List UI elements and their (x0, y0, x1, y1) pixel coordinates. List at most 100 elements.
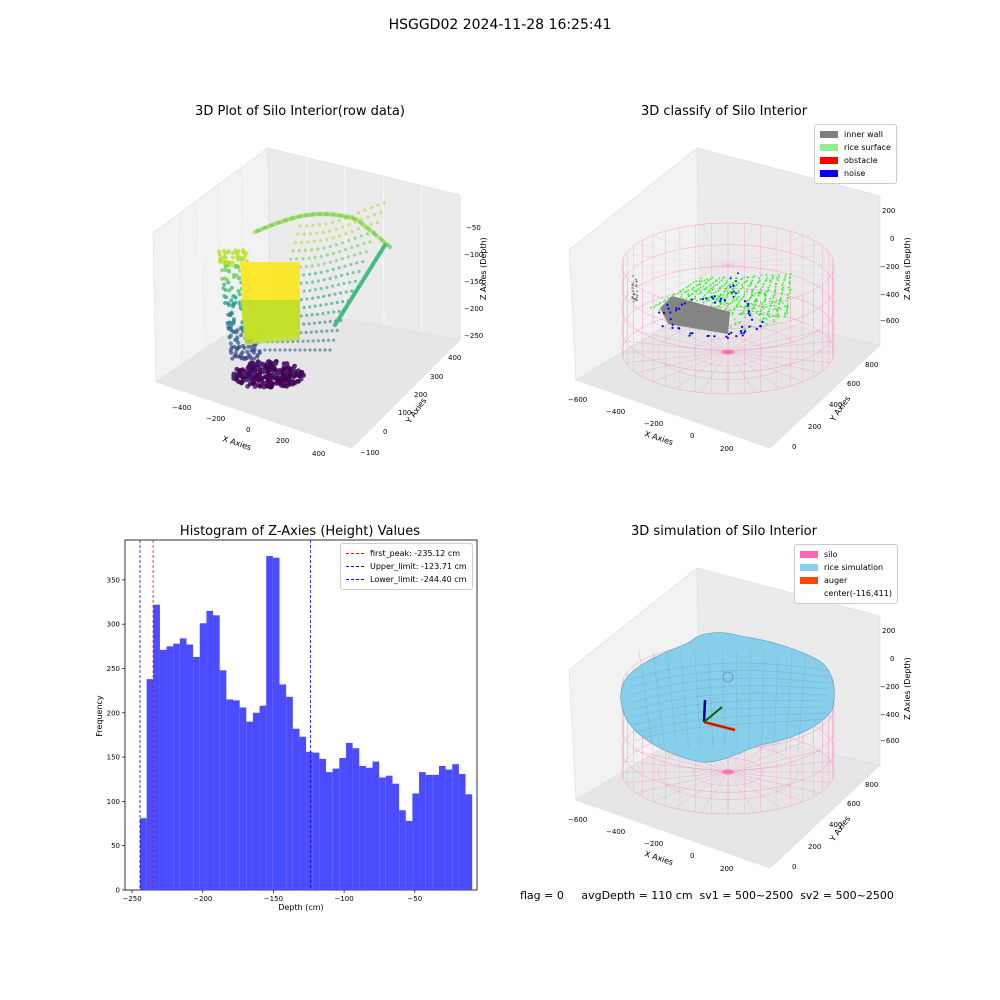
classify-xtick: 200 (720, 445, 733, 453)
noise-point (713, 295, 716, 298)
rice-surface-point (705, 299, 708, 302)
legend-swatch (820, 170, 838, 177)
data-point (313, 255, 317, 260)
rice-surface-point (691, 287, 694, 290)
rice-surface-point (697, 283, 700, 286)
rice-surface-point (715, 279, 718, 282)
data-point (236, 289, 241, 294)
histogram-y-ticks: 0 50 100 150 200 250 300 350 (107, 576, 125, 895)
data-point (372, 213, 377, 217)
silo-floor-wire (727, 771, 756, 813)
rice-surface-point (649, 307, 652, 309)
data-point (269, 383, 275, 388)
noise-point (689, 332, 692, 335)
rice-surface-point (688, 295, 690, 298)
rice-surface-point (754, 292, 757, 295)
noise-point (680, 303, 684, 306)
rice-surface-point (759, 301, 762, 304)
rice-surface-point (729, 290, 732, 293)
legend-swatch (820, 157, 838, 164)
rice-surface-point (707, 279, 710, 282)
rice-surface-point (716, 283, 719, 286)
surface-mesh-line (633, 706, 827, 726)
data-point (305, 281, 309, 285)
silo-floor-wire (636, 771, 729, 794)
surface-mesh-line (708, 651, 714, 749)
silo-floor-wire (727, 351, 782, 389)
data-point (306, 240, 310, 244)
data-point (218, 255, 223, 260)
rice-surface-point (709, 291, 712, 294)
rice-surface-point (726, 292, 729, 295)
data-point (239, 356, 244, 361)
data-point (217, 249, 222, 254)
auger-y-axis (703, 706, 723, 723)
y-tick-label: 300 (107, 621, 120, 629)
noise-point (701, 297, 704, 301)
data-point (223, 251, 228, 256)
data-point (228, 341, 233, 346)
data-point (237, 369, 242, 375)
data-point (239, 332, 244, 337)
rice-surface-point (733, 307, 736, 310)
histogram-bar (452, 764, 459, 890)
rice-surface-point (714, 284, 716, 287)
histogram-bar (412, 793, 420, 890)
rice-surface-point (773, 304, 775, 307)
data-point (309, 330, 313, 334)
rice-surface-point (765, 274, 768, 276)
rice-surface-point (781, 284, 784, 287)
histogram-bar (159, 649, 167, 890)
simulation-xtick: 200 (720, 865, 733, 873)
rice-surface-point (754, 286, 757, 289)
rice-surface-point (667, 296, 669, 299)
data-point (236, 276, 241, 281)
data-point (287, 366, 293, 372)
noise-point (759, 325, 762, 328)
silo-roof-wire (652, 235, 729, 266)
data-point (322, 262, 326, 266)
simulation-y-ticks: 0 200 400 600 800 (792, 781, 878, 871)
classify-plot-title: 3D classify of Silo Interior (640, 104, 808, 119)
histogram-bar (339, 757, 346, 890)
rice-surface-point (787, 303, 789, 305)
data-point (318, 321, 322, 325)
silo-floor-wire (652, 351, 729, 382)
silo-floor-wire (727, 322, 804, 353)
rice-surface-point (742, 295, 745, 298)
data-point (316, 295, 320, 299)
grid-line (306, 157, 309, 313)
rice-surface-point (749, 284, 752, 287)
rice-surface-point (781, 291, 783, 294)
surface-mesh-line (638, 650, 653, 746)
rice-surface-point (773, 301, 776, 304)
data-point (240, 256, 245, 261)
rice-surface-point (737, 292, 739, 294)
silo-floor-wire (727, 750, 820, 773)
rice-surface-point (729, 325, 732, 328)
rice-surface-point (777, 312, 779, 315)
legend-item-rice-surface: rice surface (820, 141, 891, 154)
rice-surface-point (704, 294, 706, 296)
histogram-bar (465, 794, 473, 890)
rice-surface-point (755, 312, 758, 315)
rice-surface-point (789, 288, 792, 291)
rice-surface-point (737, 321, 740, 324)
surface-mesh-line (630, 662, 830, 680)
silo-roof-wire (727, 228, 782, 266)
rice-surface-point (655, 304, 657, 307)
data-point (321, 230, 325, 234)
data-point (323, 320, 327, 324)
rice-surface-point (778, 306, 781, 309)
data-point (387, 244, 393, 250)
data-point (255, 354, 260, 359)
data-point (257, 360, 263, 366)
rice-surface-point (711, 302, 714, 304)
data-point (331, 284, 335, 288)
data-point (308, 305, 312, 309)
data-point (319, 270, 323, 274)
rice-surface-point (782, 282, 784, 284)
y-tick-label: 150 (107, 754, 120, 762)
simulation-ztick: −400 (880, 711, 899, 719)
rice-surface-point (700, 280, 703, 283)
